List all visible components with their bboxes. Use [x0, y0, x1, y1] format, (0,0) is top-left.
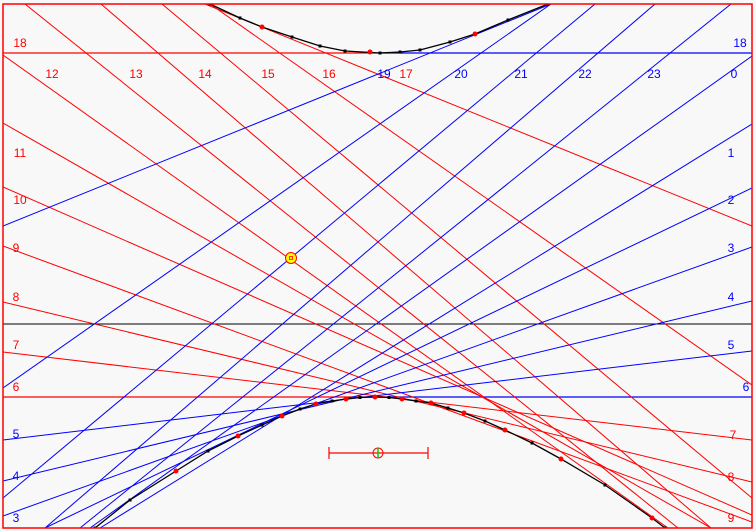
- hour-label-blue-right: 18: [733, 36, 747, 50]
- curve-point: [506, 18, 510, 22]
- hour-dot: [428, 400, 434, 406]
- hour-label-blue-right: 5: [727, 338, 735, 352]
- hour-line-20: [3, 4, 552, 389]
- hour-line-5: [3, 350, 752, 441]
- curve-point: [398, 50, 402, 54]
- curve-point: [483, 419, 487, 423]
- hour-line-0: [89, 55, 752, 528]
- hour-line-15: [161, 4, 752, 499]
- hour-label-blue-right: 4: [727, 290, 735, 304]
- hour-dot: [461, 410, 467, 416]
- curve-point: [206, 449, 210, 453]
- hour-dot: [372, 394, 378, 400]
- hour-line-16: [209, 4, 752, 386]
- solstice-curve-bottom: [94, 396, 666, 528]
- hour-label-red-top: 15: [261, 67, 275, 81]
- hour-line-4: [3, 300, 752, 482]
- curve-point: [530, 441, 534, 445]
- hour-label-blue-left: 5: [12, 427, 20, 441]
- hour-line-1: [99, 123, 752, 528]
- hour-dot: [235, 433, 241, 439]
- hour-label-red-top: 17: [399, 67, 413, 81]
- hour-dot: [367, 49, 373, 55]
- curve-point: [603, 483, 607, 487]
- hour-label-blue-left: 3: [12, 511, 20, 525]
- sun-marker-icon: [285, 252, 297, 264]
- hour-line-19: [3, 4, 552, 227]
- hour-dot: [259, 24, 265, 30]
- hour-line-2: [44, 187, 752, 528]
- hour-label-blue-top: 21: [514, 67, 528, 81]
- curve-point: [290, 35, 294, 39]
- hour-label-red-left: 6: [12, 380, 20, 394]
- curve-point: [330, 399, 334, 403]
- hour-dot: [649, 515, 655, 521]
- hour-label-blue-top: 22: [578, 67, 592, 81]
- hour-label-red-top: 16: [322, 67, 336, 81]
- hour-label-blue-right: 3: [727, 241, 735, 255]
- hour-line-23: [79, 4, 732, 528]
- hour-dot: [173, 468, 179, 474]
- hour-label-blue-top: 0: [730, 67, 738, 81]
- curve-point: [358, 396, 362, 399]
- hour-line-13: [24, 4, 679, 528]
- curve-point: [298, 407, 302, 411]
- hour-label-red-top: 14: [198, 67, 212, 81]
- hour-label-red-left: 7: [12, 338, 20, 352]
- hour-line-10: [3, 186, 752, 516]
- hour-label-blue-right: 6: [742, 380, 750, 394]
- hour-label-red-left: 11: [13, 146, 27, 160]
- hour-line-21: [3, 4, 596, 499]
- curve-point: [260, 423, 264, 427]
- hour-dot: [502, 427, 508, 433]
- hour-label-red-top: 13: [129, 67, 143, 81]
- curve-point: [128, 498, 132, 502]
- hour-line-9: [3, 245, 752, 523]
- hour-label-blue-top: 20: [454, 67, 468, 81]
- hour-label-blue-top: 19: [377, 67, 391, 81]
- hour-line-8: [3, 301, 752, 483]
- hour-label-blue-right: 2: [727, 193, 735, 207]
- curve-point: [238, 16, 242, 20]
- curve-point: [448, 40, 452, 44]
- curve-point: [387, 396, 391, 399]
- hour-line-22: [44, 4, 656, 528]
- curve-point: [446, 406, 450, 410]
- hour-label-red-left: 9: [12, 241, 20, 255]
- hour-label-blue-right: 1: [727, 146, 735, 160]
- curve-point: [414, 399, 418, 403]
- hour-label-red-left: 8: [12, 290, 20, 304]
- frame-border: [2, 3, 753, 529]
- hour-line-12: [3, 54, 669, 528]
- hour-line-11: [3, 122, 712, 528]
- hour-dot: [313, 401, 319, 407]
- hour-line-17: [204, 4, 752, 227]
- hour-label-blue-top: 23: [647, 67, 661, 81]
- sun-marker-center: [289, 256, 293, 260]
- hour-dot: [279, 413, 285, 419]
- curve-point: [378, 51, 382, 55]
- hour-label-red-left: 10: [13, 193, 27, 207]
- hour-label-blue-left: 4: [12, 469, 20, 483]
- hour-label-red-left: 18: [13, 36, 27, 50]
- hour-label-red-right: 7: [729, 428, 737, 442]
- hour-label-red-right: 9: [727, 511, 735, 525]
- hour-dot: [472, 31, 478, 37]
- curve-point: [343, 49, 347, 53]
- hour-label-red-top: 12: [45, 67, 59, 81]
- hour-label-red-right: 8: [727, 470, 735, 484]
- hour-dot: [343, 396, 349, 402]
- curve-point: [318, 44, 322, 48]
- curve-point: [418, 48, 422, 52]
- hour-dot: [399, 396, 405, 402]
- hour-dot: [558, 456, 564, 462]
- hour-line-3: [3, 246, 752, 517]
